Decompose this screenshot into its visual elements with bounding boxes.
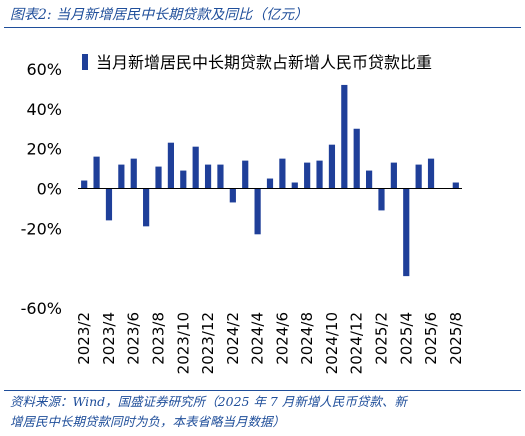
bar-2024-12: [353, 128, 360, 189]
bar-2024-1: [217, 164, 224, 189]
y-tick-label: 60%: [26, 60, 62, 79]
title-divider: [4, 27, 521, 28]
x-tick-label: 2023/8: [150, 312, 168, 365]
x-tick-label: 2023/4: [100, 312, 118, 365]
bar-2025-5: [415, 164, 422, 189]
legend-swatch: [82, 54, 88, 70]
bar-2024-2: [229, 188, 236, 203]
bar-2025-8: [452, 182, 459, 189]
x-tick-label: 2023/2: [75, 312, 93, 365]
bar-2025-4: [403, 188, 410, 277]
figure-title: 图表2: 当月新增居民中长期贷款及同比（亿元）: [10, 7, 309, 23]
x-tick-label: 2024/8: [298, 312, 316, 365]
legend-label: 当月新增居民中长期贷款占新增人民币贷款比重: [96, 53, 432, 72]
bar-2023-4: [105, 188, 113, 221]
x-tick-label: 2025/2: [373, 312, 391, 365]
bar-chart: 60%40%20%0%-20%-60% 2023/2 2023/4 2023/6 20…: [21, 53, 465, 374]
x-tick-label: 2024/12: [348, 312, 366, 374]
bar-2023-11: [192, 146, 199, 189]
x-tick-label: 2025/4: [397, 312, 415, 365]
y-tick-label: -20%: [21, 219, 62, 238]
bar-2023-12: [204, 164, 212, 189]
bar-2024-5: [266, 178, 274, 189]
bar-2025-6: [427, 158, 435, 189]
x-tick-label: 2024/10: [323, 312, 341, 374]
bar-2023-10: [180, 170, 187, 189]
x-tick-label: 2023/12: [199, 312, 217, 374]
source-note: 资料来源：Wind，国盛证券研究所（2025 年 7 月新增人民币贷款、新 增居…: [10, 392, 520, 432]
x-tick-label: 2025/6: [422, 312, 440, 365]
bar-series: [81, 84, 459, 277]
bar-2023-5: [118, 164, 125, 189]
y-tick-label: 0%: [37, 180, 62, 199]
x-axis: 2023/2 2023/4 2023/6 2023/8 2023/10 2023/12 20…: [75, 312, 465, 374]
bar-2024-11: [341, 84, 348, 189]
y-tick-label: -60%: [21, 299, 62, 318]
x-tick-label: 2024/6: [273, 312, 291, 365]
x-tick-label: 2024/2: [224, 312, 242, 365]
source-line-2: 增居民中长期贷款同时为负，本表省略当月数据）: [10, 414, 286, 429]
bar-2023-7: [143, 188, 150, 227]
bar-2023-9: [167, 142, 174, 189]
bar-2023-3: [93, 156, 100, 189]
y-tick-label: 20%: [26, 140, 62, 159]
bar-2023-2: [81, 180, 88, 189]
bar-2025-1: [366, 170, 373, 189]
legend: 当月新增居民中长期贷款占新增人民币贷款比重: [82, 53, 432, 72]
x-tick-label: 2023/6: [125, 312, 143, 365]
bar-2024-3: [242, 160, 249, 189]
bar-2024-6: [279, 158, 286, 189]
bar-2023-8: [155, 166, 162, 189]
source-divider: [4, 390, 521, 391]
bar-2024-10: [328, 144, 336, 189]
y-tick-label: 40%: [26, 100, 62, 119]
bar-2024-7: [291, 182, 298, 189]
bar-2025-2: [378, 188, 385, 211]
y-axis: 60% 40% 20% 0% -20% -60%: [21, 60, 62, 318]
bar-2024-4: [254, 188, 261, 235]
x-tick-label: 2024/4: [249, 312, 267, 365]
bar-2025-3: [390, 162, 397, 189]
bar-2023-6: [130, 158, 137, 189]
bar-2024-9: [316, 160, 323, 189]
x-tick-label: 2025/8: [447, 312, 465, 365]
bar-2024-8: [304, 162, 311, 189]
source-line-1: 资料来源：Wind，国盛证券研究所（2025 年 7 月新增人民币贷款、新: [10, 394, 407, 409]
x-tick-label: 2023/10: [174, 312, 192, 374]
